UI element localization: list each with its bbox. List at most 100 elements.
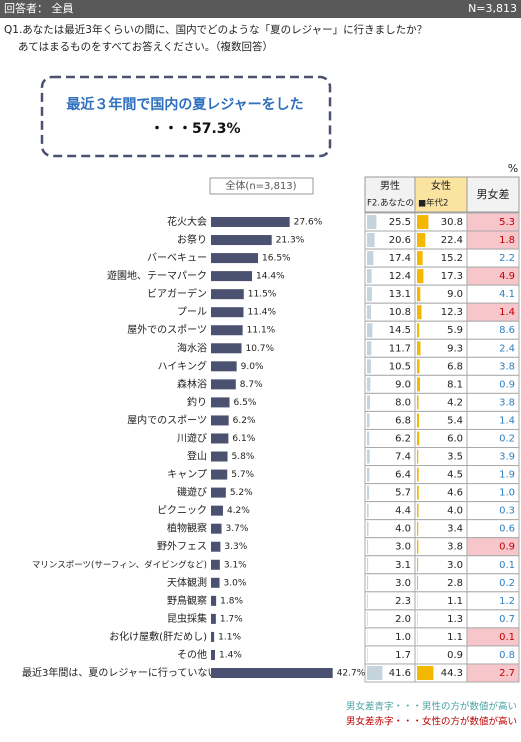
value-label: 3.0% [224, 578, 247, 588]
cell-bar [367, 305, 371, 319]
bar [211, 614, 216, 624]
category-label: 海水浴 [177, 341, 207, 354]
note: 男女差赤字・・・女性の方が数値が高い [346, 716, 517, 728]
value-label: 3.1% [224, 560, 247, 570]
cell-value: 9.0 [395, 379, 411, 390]
bar [211, 325, 243, 335]
bar [211, 506, 223, 516]
cell-bar [367, 269, 372, 283]
diff-header: 男女差 [477, 187, 510, 201]
diff-value: 1.4 [499, 415, 515, 426]
cell-bar [367, 522, 368, 536]
overall-label: 全体(n=3,813) [225, 179, 296, 192]
cell-value: 1.3 [447, 614, 463, 625]
cell-value: 12.4 [389, 271, 411, 282]
cell-bar [417, 504, 418, 518]
cell-bar [367, 486, 369, 500]
diff-value: 5.3 [499, 217, 515, 228]
cell-value: 8.0 [395, 397, 411, 408]
category-label: お祭り [177, 234, 207, 246]
cell-value: 3.0 [395, 542, 411, 553]
value-label: 8.7% [240, 380, 263, 390]
value-label: 1.7% [220, 614, 243, 624]
category-label: 植物観察 [167, 522, 207, 535]
cell-value: 9.3 [447, 343, 463, 354]
cell-bar [417, 540, 418, 554]
cell-bar [367, 450, 370, 464]
category-label: 川遊び [177, 431, 207, 444]
cell-value: 7.4 [395, 452, 411, 463]
cell-value: 44.3 [441, 668, 463, 679]
value-label: 11.5% [248, 290, 277, 300]
cell-bar [417, 576, 418, 590]
cell-bar [417, 395, 419, 409]
sub-header: ■年代2 [418, 198, 448, 209]
diff-value: 1.2 [499, 596, 515, 607]
cell-value: 1.1 [447, 596, 463, 607]
diff-value: 4.9 [499, 271, 515, 282]
bar [211, 289, 244, 299]
diff-value: 3.8 [499, 361, 515, 372]
cell-bar [417, 341, 420, 355]
value-label: 11.1% [247, 326, 276, 336]
cell-bar [367, 666, 382, 680]
cell-value: 6.2 [395, 433, 411, 444]
bar [211, 488, 226, 498]
value-label: 6.2% [233, 416, 256, 426]
cell-value: 4.2 [447, 397, 463, 408]
cell-value: 5.9 [447, 325, 463, 336]
value-label: 5.7% [231, 470, 254, 480]
bar [211, 307, 243, 317]
cell-value: 2.8 [447, 578, 463, 589]
diff-value: 0.9 [499, 542, 515, 553]
bar [211, 452, 228, 462]
cell-bar [367, 576, 368, 590]
question: Q1.あなたは最近3年くらいの間に、国内でどのような「夏のレジャー」に行きました… [4, 23, 427, 36]
bar [211, 632, 214, 642]
diff-value: 1.0 [499, 488, 515, 499]
bar [211, 397, 230, 407]
bar [211, 596, 216, 606]
cell-value: 22.4 [441, 235, 463, 246]
cell-value: 30.8 [441, 217, 463, 228]
bar [211, 524, 222, 534]
diff-value: 0.2 [499, 578, 515, 589]
highlight-box [42, 77, 330, 156]
unit: % [508, 162, 518, 175]
cell-bar [417, 269, 423, 283]
cell-value: 17.3 [441, 271, 463, 282]
value-label: 10.7% [245, 344, 274, 354]
value-label: 6.5% [234, 398, 257, 408]
cell-value: 14.5 [389, 325, 411, 336]
cell-bar [367, 287, 372, 301]
diff-value: 2.2 [499, 253, 515, 264]
bar [211, 668, 333, 678]
value-label: 3.3% [224, 542, 247, 552]
cell-bar [367, 413, 370, 427]
diff-value: 3.9 [499, 452, 515, 463]
cell-value: 4.0 [395, 524, 411, 535]
diff-value: 2.7 [499, 668, 515, 679]
cell-value: 2.0 [395, 614, 411, 625]
cell-bar [367, 431, 369, 445]
category-label: 釣り [187, 395, 207, 408]
cell-bar [417, 323, 419, 337]
value-label: 42.7% [337, 669, 366, 679]
cell-value: 4.5 [447, 470, 463, 481]
bar [211, 650, 215, 660]
category-label: プール [177, 306, 207, 318]
category-label: ハイキング [158, 359, 208, 372]
cell-value: 41.6 [389, 668, 411, 679]
sub-header: F2.あなたの [367, 199, 414, 209]
bar [211, 235, 272, 245]
cell-bar [367, 323, 372, 337]
category-label: ビアガーデン [147, 287, 207, 300]
cell-value: 4.0 [447, 506, 463, 517]
category-label: 森林浴 [177, 377, 207, 390]
diff-value: 0.2 [499, 433, 515, 444]
cell-bar [367, 612, 368, 626]
cell-bar [417, 287, 420, 301]
highlight-value: ・・・57.3% [150, 121, 241, 137]
value-label: 21.3% [276, 236, 305, 246]
